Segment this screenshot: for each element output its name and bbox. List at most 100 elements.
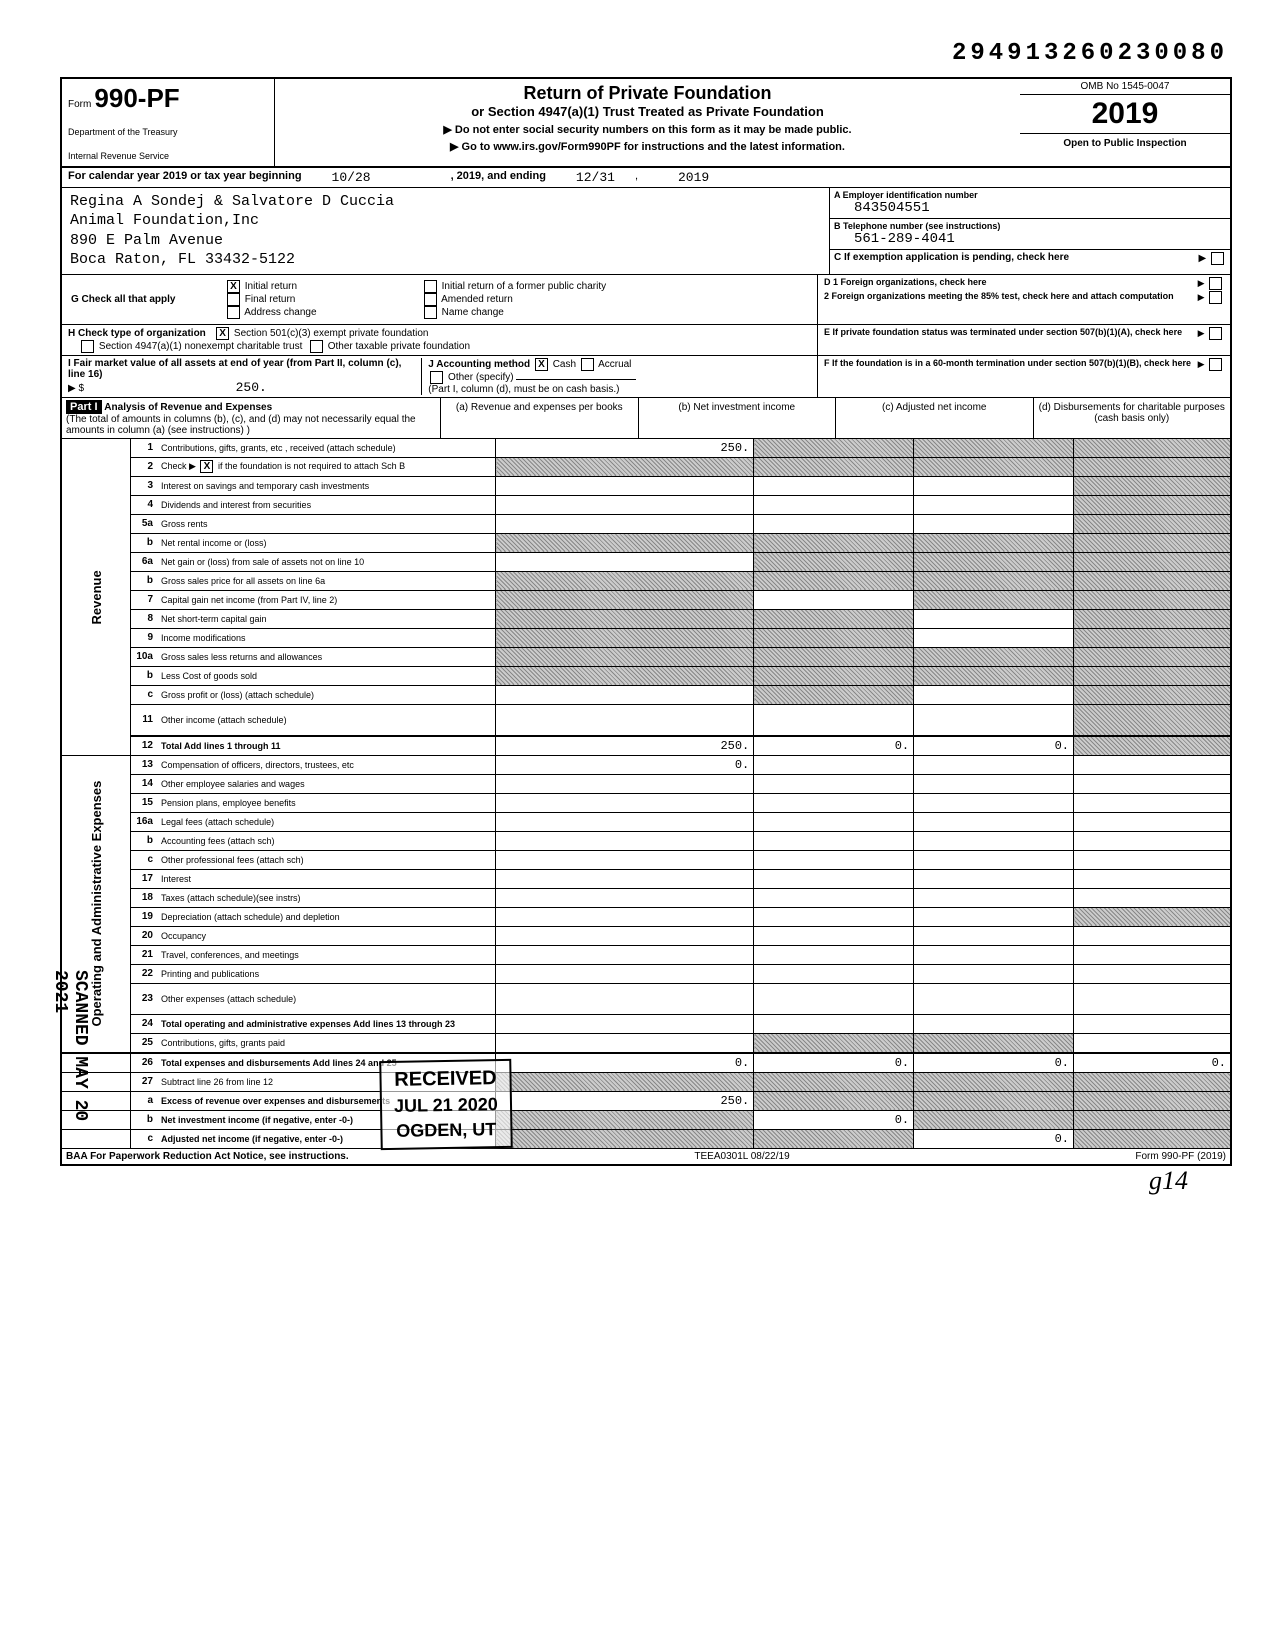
filer-address: Regina A Sondej & Salvatore D Cuccia Ani…	[62, 188, 829, 274]
l2-chk[interactable]: X	[200, 460, 213, 473]
l5b: Net rental income or (loss)	[157, 533, 496, 552]
col-c-head: (c) Adjusted net income	[836, 398, 1034, 438]
g-name-chk[interactable]	[424, 306, 437, 319]
footer-row: BAA For Paperwork Reduction Act Notice, …	[62, 1148, 1230, 1164]
document-id: 294913260230080	[60, 40, 1228, 67]
l20: Occupancy	[157, 926, 496, 945]
l16b: Accounting fees (attach sch)	[157, 831, 496, 850]
omb-number: OMB No 1545-0047	[1020, 79, 1230, 95]
d1-chk[interactable]	[1209, 277, 1222, 290]
l2-txt: if the foundation is not required to att…	[218, 461, 405, 471]
l23: Other expenses (attach schedule)	[157, 983, 496, 1014]
c-label: C If exemption application is pending, c…	[834, 252, 1069, 263]
col-a-head: (a) Revenue and expenses per books	[441, 398, 639, 438]
cal-mid: , 2019, and ending	[451, 170, 546, 185]
stamp-date: JUL 21 2020	[394, 1094, 498, 1117]
g-final: Final return	[245, 294, 296, 305]
calendar-year-row: For calendar year 2019 or tax year begin…	[62, 168, 1230, 188]
l8: Net short-term capital gain	[157, 609, 496, 628]
title-main: Return of Private Foundation	[281, 83, 1014, 104]
part1-header-row: Part I Analysis of Revenue and Expenses …	[62, 398, 1230, 439]
i-arrow: ▶ $	[68, 383, 84, 394]
g-row: G Check all that apply X Initial return …	[62, 275, 1230, 325]
g-initial: Initial return	[245, 281, 297, 292]
j-cash: Cash	[553, 359, 576, 370]
ein-label: A Employer identification number	[834, 190, 1226, 200]
l26-c: 0.	[914, 1053, 1074, 1073]
begin-date: 10/28	[332, 170, 371, 185]
j-other: Other (specify)	[448, 372, 514, 383]
h-501c3-chk[interactable]: X	[216, 327, 229, 340]
phone-value: 561-289-4041	[834, 231, 1226, 247]
form-container: 294913260230080 Form 990-PF Department o…	[60, 40, 1228, 1166]
l2: Check ▶	[161, 461, 196, 471]
ein-value: 843504551	[834, 200, 1226, 216]
l4: Dividends and interest from securities	[157, 495, 496, 514]
c-checkbox[interactable]	[1211, 252, 1224, 265]
h-4947: Section 4947(a)(1) nonexempt charitable …	[99, 341, 302, 352]
header-left: Form 990-PF Department of the Treasury I…	[62, 79, 275, 166]
j-cash-chk[interactable]: X	[535, 358, 548, 371]
l13: Compensation of officers, directors, tru…	[157, 755, 496, 774]
l27c-c: 0.	[914, 1129, 1074, 1148]
d2-chk[interactable]	[1209, 291, 1222, 304]
l10c: Gross profit or (loss) (attach schedule)	[157, 685, 496, 704]
note-url: ▶ Go to www.irs.gov/Form990PF for instru…	[281, 140, 1014, 153]
g-final-chk[interactable]	[227, 293, 240, 306]
l19: Depreciation (attach schedule) and deple…	[157, 907, 496, 926]
l7: Capital gain net income (from Part IV, l…	[157, 590, 496, 609]
phone-label: B Telephone number (see instructions)	[834, 221, 1226, 231]
header-mid: Return of Private Foundation or Section …	[275, 79, 1020, 166]
l16a: Legal fees (attach schedule)	[157, 812, 496, 831]
h-other: Other taxable private foundation	[328, 341, 470, 352]
l13-a: 0.	[496, 755, 754, 774]
h-other-chk[interactable]	[310, 340, 323, 353]
col-b-head: (b) Net investment income	[639, 398, 837, 438]
j-accrual-chk[interactable]	[581, 358, 594, 371]
j-other-chk[interactable]	[430, 371, 443, 384]
scanned-stamp: SCANNED MAY 20 2021	[50, 970, 90, 1166]
l15: Pension plans, employee benefits	[157, 793, 496, 812]
g-initial-chk[interactable]: X	[227, 280, 240, 293]
j-accrual: Accrual	[598, 359, 631, 370]
l16c: Other professional fees (attach sch)	[157, 850, 496, 869]
form-number: 990-PF	[94, 83, 179, 113]
l27a-a: 250.	[496, 1091, 754, 1110]
l26-b: 0.	[754, 1053, 914, 1073]
filer-csz: Boca Raton, FL 33432-5122	[70, 250, 821, 270]
g-amended-chk[interactable]	[424, 293, 437, 306]
l24: Total operating and administrative expen…	[157, 1014, 496, 1033]
l10b: Less Cost of goods sold	[157, 666, 496, 685]
g-address: Address change	[244, 307, 316, 318]
g-address-chk[interactable]	[227, 306, 240, 319]
l22: Printing and publications	[157, 964, 496, 983]
l5a: Gross rents	[157, 514, 496, 533]
footer-right: Form 990-PF (2019)	[1135, 1151, 1226, 1162]
part1-grid: Revenue 1Contributions, gifts, grants, e…	[62, 439, 1230, 1148]
filer-name2: Animal Foundation,Inc	[70, 211, 821, 231]
g-former: Initial return of a former public charit…	[442, 281, 607, 292]
stamp-received: RECEIVED	[393, 1067, 497, 1092]
g-former-chk[interactable]	[424, 280, 437, 293]
e-chk[interactable]	[1209, 327, 1222, 340]
i-value: 250.	[87, 380, 267, 395]
cal-label: For calendar year 2019 or tax year begin…	[68, 170, 302, 185]
d1-label: D 1 Foreign organizations, check here	[824, 277, 987, 287]
l11: Other income (attach schedule)	[157, 704, 496, 736]
l12-b: 0.	[754, 736, 914, 756]
l6a: Net gain or (loss) from sale of assets n…	[157, 552, 496, 571]
g-amended: Amended return	[441, 294, 513, 305]
l21: Travel, conferences, and meetings	[157, 945, 496, 964]
l12: Total Add lines 1 through 11	[157, 736, 496, 756]
j-note: (Part I, column (d), must be on cash bas…	[428, 384, 619, 395]
form-box: Form 990-PF Department of the Treasury I…	[60, 77, 1232, 1166]
l1-a: 250.	[496, 439, 754, 458]
col-d-head: (d) Disbursements for charitable purpose…	[1034, 398, 1231, 438]
f-chk[interactable]	[1209, 358, 1222, 371]
i-label: I Fair market value of all assets at end…	[68, 358, 401, 380]
g-name: Name change	[442, 307, 504, 318]
stamp-location: OGDEN, UT	[394, 1119, 498, 1142]
h-4947-chk[interactable]	[81, 340, 94, 353]
part1-note: (The total of amounts in columns (b), (c…	[66, 414, 416, 436]
header-right: OMB No 1545-0047 2019 Open to Public Ins…	[1020, 79, 1230, 166]
